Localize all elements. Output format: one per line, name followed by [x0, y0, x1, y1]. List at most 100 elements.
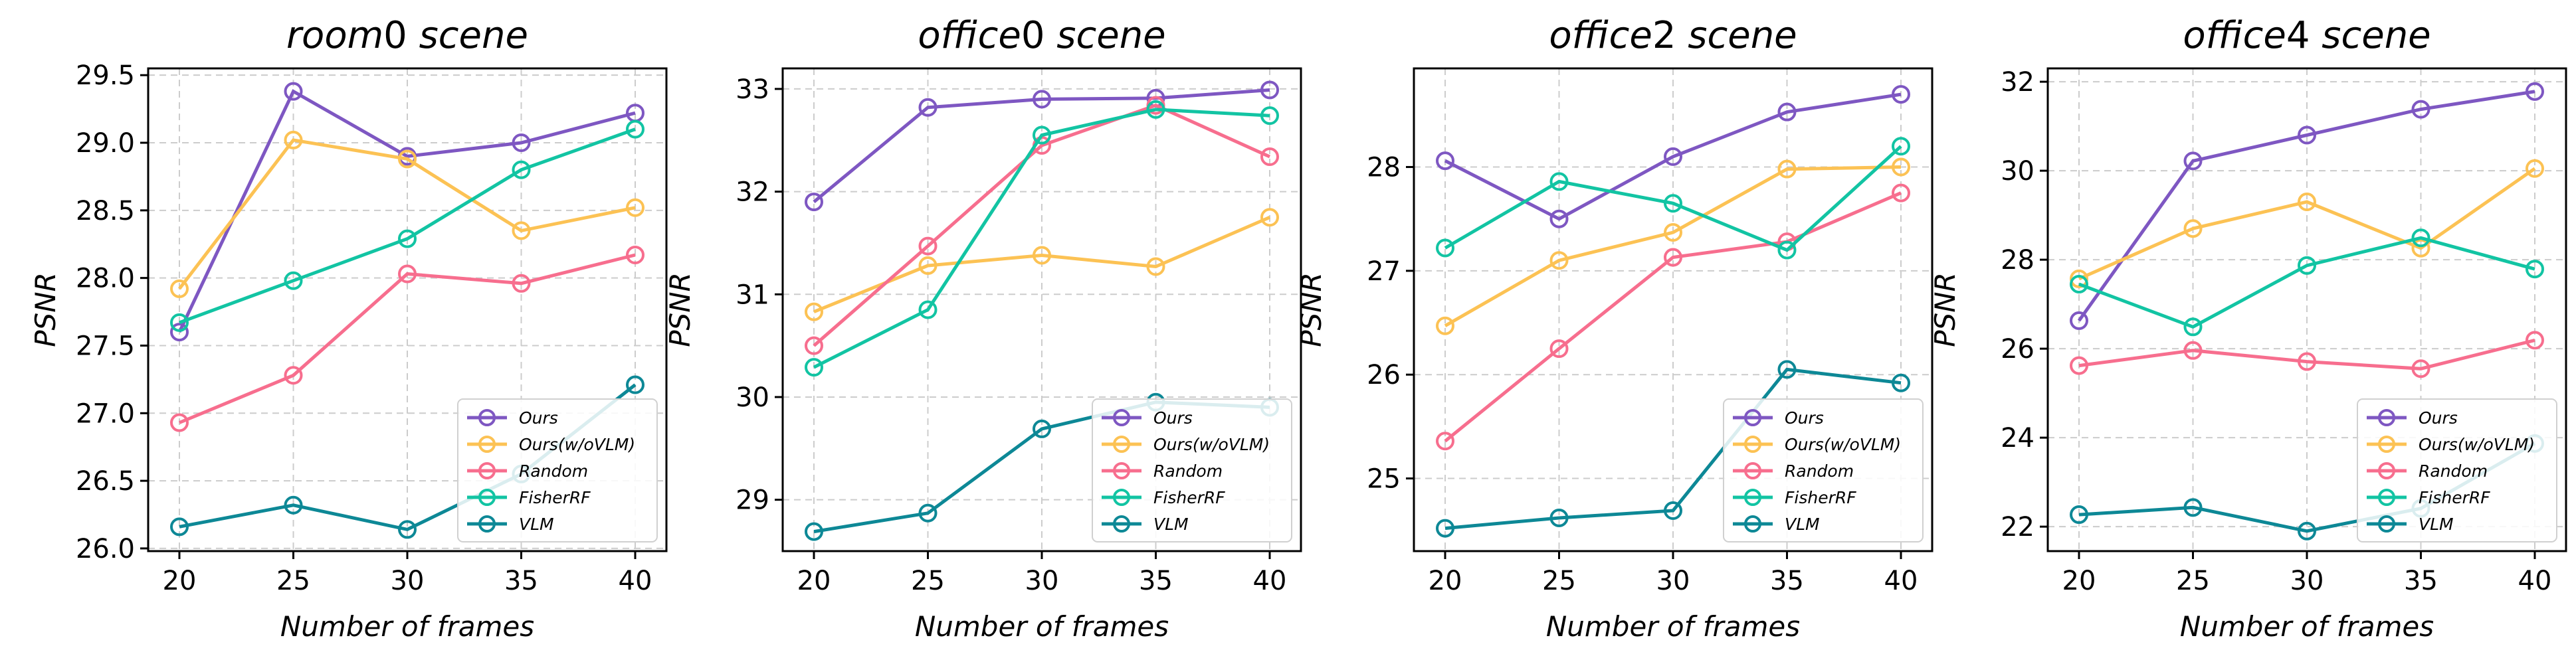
data-point: [1777, 102, 1797, 122]
data-point: [170, 313, 189, 332]
series-line-fisherrf: [813, 108, 1270, 369]
legend: Ours Ours(w/oVLM) Random FisherRF VLM: [457, 398, 658, 542]
legend-swatch-marker: [1113, 436, 1130, 453]
x-tick-label: 25: [911, 566, 945, 596]
data-point: [170, 517, 189, 537]
y-tick-label: 27.0: [76, 398, 135, 429]
series-line-ours: [1444, 92, 1902, 221]
data-point: [1260, 208, 1279, 227]
x-tick-label: 35: [2404, 566, 2438, 596]
data-point: [1892, 373, 1910, 392]
data-point: [2411, 100, 2430, 119]
x-axis-label: Number of frames: [915, 610, 1169, 643]
legend-label: Random: [1153, 461, 1223, 481]
data-point: [805, 302, 823, 321]
legend-swatch-marker: [478, 489, 496, 506]
data-point: [1549, 508, 1569, 527]
legend-swatch-marker: [1744, 515, 1761, 533]
legend: Ours Ours(w/oVLM) Random FisherRF VLM: [1723, 398, 1924, 542]
x-tick-label: 25: [1542, 566, 1576, 596]
data-point: [170, 413, 189, 432]
y-tick-label: 29: [736, 485, 769, 516]
data-point: [1260, 80, 1279, 100]
legend-label: Ours: [1153, 408, 1193, 428]
legend-label: Ours: [2419, 408, 2458, 428]
legend-label: Ours: [519, 408, 558, 428]
y-tick-label: 30: [2001, 156, 2034, 187]
x-tick-label: 20: [2062, 566, 2096, 596]
x-tick-label: 20: [1429, 566, 1462, 596]
legend-label: Ours(w/oVLM): [1785, 435, 1901, 454]
data-point: [2070, 269, 2088, 288]
legend-swatch-marker: [1744, 489, 1761, 506]
series-line-fisherrf: [1444, 145, 1902, 252]
data-point: [626, 198, 644, 217]
legend-label: FisherRF: [2419, 488, 2490, 507]
data-point: [626, 375, 644, 394]
legend-swatch-marker: [2378, 436, 2395, 453]
data-point: [2070, 274, 2088, 293]
data-point: [398, 520, 417, 539]
series-line-random: [1444, 191, 1902, 443]
y-tick-label: 27: [1367, 256, 1401, 287]
data-point: [918, 503, 938, 523]
chart-title: office0 scene: [918, 14, 1165, 57]
data-point: [1664, 147, 1682, 166]
data-point: [918, 300, 938, 319]
data-point: [626, 246, 644, 265]
y-tick-label: 28.0: [76, 264, 135, 294]
data-point: [170, 279, 189, 298]
legend-label: VLM: [1785, 515, 1820, 534]
data-point: [2070, 505, 2088, 525]
x-tick-label: 35: [504, 566, 538, 596]
legend-label: Ours(w/oVLM): [2419, 435, 2535, 454]
data-point: [1549, 339, 1569, 359]
series-line-ours: [2077, 90, 2535, 322]
data-point: [398, 149, 417, 169]
x-tick-label: 40: [2518, 566, 2552, 596]
legend-swatch-marker: [2378, 515, 2395, 533]
data-point: [2298, 193, 2316, 212]
chart-panel-1: 20 25 30 35 40 26.0 26.5 27.0 27.5 28.0 28.5 29.0 29…: [29, 14, 668, 643]
data-point: [1777, 360, 1797, 379]
series-line-fisherrf: [2078, 236, 2535, 329]
data-point: [1892, 183, 1910, 203]
y-tick-label: 27.5: [76, 331, 135, 361]
data-point: [2183, 498, 2203, 517]
series-line-ours-w-ovlm-: [2078, 167, 2536, 281]
data-point: [1436, 519, 1454, 538]
legend-label: Ours(w/oVLM): [519, 435, 635, 454]
data-point: [1033, 90, 1051, 109]
data-point: [170, 323, 189, 342]
y-tick-label: 31: [736, 280, 769, 310]
x-tick-label: 40: [619, 566, 652, 596]
data-point: [284, 495, 303, 515]
series-line-ours-w-ovlm-: [1444, 165, 1902, 327]
x-tick-label: 20: [163, 566, 197, 596]
data-point: [1436, 316, 1454, 335]
y-tick-label: 28: [1367, 153, 1401, 183]
data-point: [2298, 256, 2316, 275]
data-point: [1777, 159, 1797, 179]
data-point: [284, 271, 303, 290]
x-axis-label: Number of frames: [1546, 610, 1800, 643]
legend-swatch-marker: [2378, 489, 2395, 506]
x-tick-label: 25: [276, 566, 310, 596]
data-point: [512, 274, 531, 293]
data-point: [626, 120, 644, 139]
data-point: [1777, 240, 1797, 260]
data-point: [2526, 331, 2544, 350]
legend-swatch-marker: [478, 462, 496, 479]
legend-label: Ours: [1785, 408, 1824, 428]
x-tick-label: 20: [797, 566, 831, 596]
series-line-ours-w-ovlm-: [178, 138, 636, 290]
x-tick-label: 35: [1139, 566, 1173, 596]
data-point: [805, 336, 823, 355]
data-point: [2411, 238, 2430, 258]
legend-swatch-marker: [1113, 462, 1130, 479]
data-point: [2298, 125, 2316, 145]
data-point: [284, 82, 303, 101]
x-tick-label: 30: [2290, 566, 2324, 596]
legend-label: Ours(w/oVLM): [1153, 435, 1270, 454]
